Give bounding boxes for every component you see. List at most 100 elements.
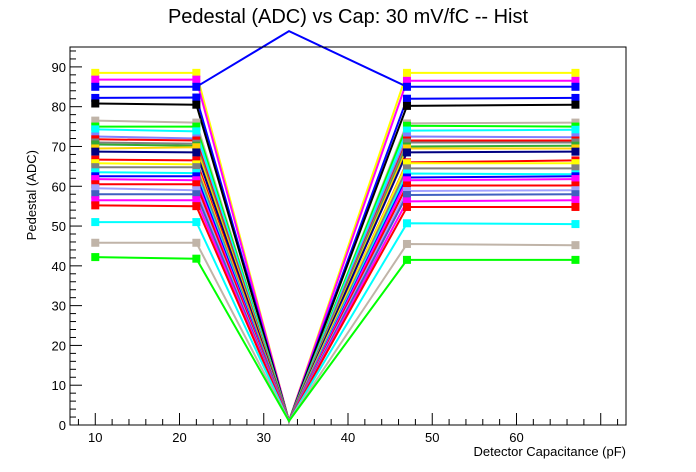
data-point (402, 121, 411, 130)
y-tick-label: 10 (52, 378, 66, 393)
series-line (95, 138, 576, 424)
data-point (571, 181, 580, 190)
data-point (91, 147, 100, 156)
data-point (571, 196, 580, 205)
y-tick-label: 30 (52, 299, 66, 314)
data-point (192, 143, 201, 152)
x-tick-label: 30 (257, 430, 271, 445)
series-line (95, 158, 576, 424)
data-point (571, 202, 580, 211)
data-point (571, 164, 580, 173)
data-point (402, 148, 411, 157)
data-point (91, 218, 100, 227)
data-point (571, 159, 580, 168)
series-6 (91, 125, 580, 424)
data-point (402, 164, 411, 173)
data-point (402, 255, 411, 264)
data-point (192, 100, 201, 109)
x-tick-label: 10 (88, 430, 102, 445)
axes-layer: 10 20 30 40 50 60 0 10 20 30 40 50 60 70 80 90 (52, 50, 619, 445)
data-point (571, 220, 580, 229)
data-point (192, 190, 201, 199)
x-tick-label: 20 (172, 430, 186, 445)
series-26 (91, 253, 580, 423)
series-line (95, 29, 576, 88)
y-tick-label: 90 (52, 60, 66, 75)
series-line (95, 178, 576, 424)
series-8 (91, 135, 580, 424)
data-point (571, 241, 580, 250)
data-point (192, 180, 201, 189)
data-point (192, 218, 201, 227)
data-point (192, 122, 201, 131)
x-tick-label: 50 (425, 430, 439, 445)
series-27 (91, 29, 580, 91)
series-10 (91, 140, 580, 424)
y-axis-label: Pedestal (ADC) (24, 150, 39, 240)
data-point (192, 68, 201, 77)
data-point (571, 100, 580, 109)
data-point (91, 175, 100, 184)
data-point (571, 68, 580, 77)
series-line (95, 71, 576, 425)
data-point (402, 126, 411, 135)
data-point (571, 76, 580, 85)
data-point (571, 175, 580, 184)
data-point (192, 202, 201, 211)
data-point (402, 68, 411, 77)
data-point (192, 148, 201, 157)
data-point (91, 82, 100, 91)
x-tick-label: 40 (341, 430, 355, 445)
data-point (402, 219, 411, 228)
x-axis-label: Detector Capacitance (pF) (474, 444, 626, 459)
data-point (91, 163, 100, 172)
data-point (402, 76, 411, 85)
chart-title: Pedestal (ADC) vs Cap: 30 mV/fC -- Hist (168, 6, 529, 28)
data-point (402, 176, 411, 185)
data-point (91, 125, 100, 134)
data-point (571, 190, 580, 199)
data-point (402, 82, 411, 91)
data-point (571, 93, 580, 102)
data-point (192, 82, 201, 91)
series-line (95, 119, 576, 425)
series-line (95, 256, 576, 423)
data-point (91, 116, 100, 125)
data-point (402, 239, 411, 248)
data-point (91, 68, 100, 77)
y-tick-label: 70 (52, 139, 66, 154)
data-point (192, 238, 201, 247)
data-point (91, 201, 100, 210)
data-point (91, 196, 100, 205)
data-point (192, 75, 201, 84)
data-point (402, 159, 411, 168)
y-tick-label: 40 (52, 259, 66, 274)
data-point (91, 253, 100, 262)
data-point (192, 163, 201, 172)
data-point (91, 93, 100, 102)
y-tick-label: 80 (52, 100, 66, 115)
data-point (402, 197, 411, 206)
data-point (571, 255, 580, 264)
y-tick-label: 50 (52, 219, 66, 234)
data-point (192, 196, 201, 205)
series-line (95, 124, 576, 424)
data-point (91, 75, 100, 84)
data-point (571, 82, 580, 91)
y-tick-label: 0 (59, 418, 66, 433)
data-point (91, 238, 100, 247)
data-point (402, 202, 411, 211)
data-point (402, 191, 411, 200)
data-point (402, 181, 411, 190)
data-point (402, 94, 411, 103)
data-point (402, 101, 411, 110)
data-point (91, 184, 100, 193)
data-point (571, 147, 580, 156)
series-layer (91, 29, 580, 425)
x-tick-label: 60 (509, 430, 523, 445)
series-19 (91, 180, 580, 424)
data-point (192, 254, 201, 263)
data-point (192, 93, 201, 102)
